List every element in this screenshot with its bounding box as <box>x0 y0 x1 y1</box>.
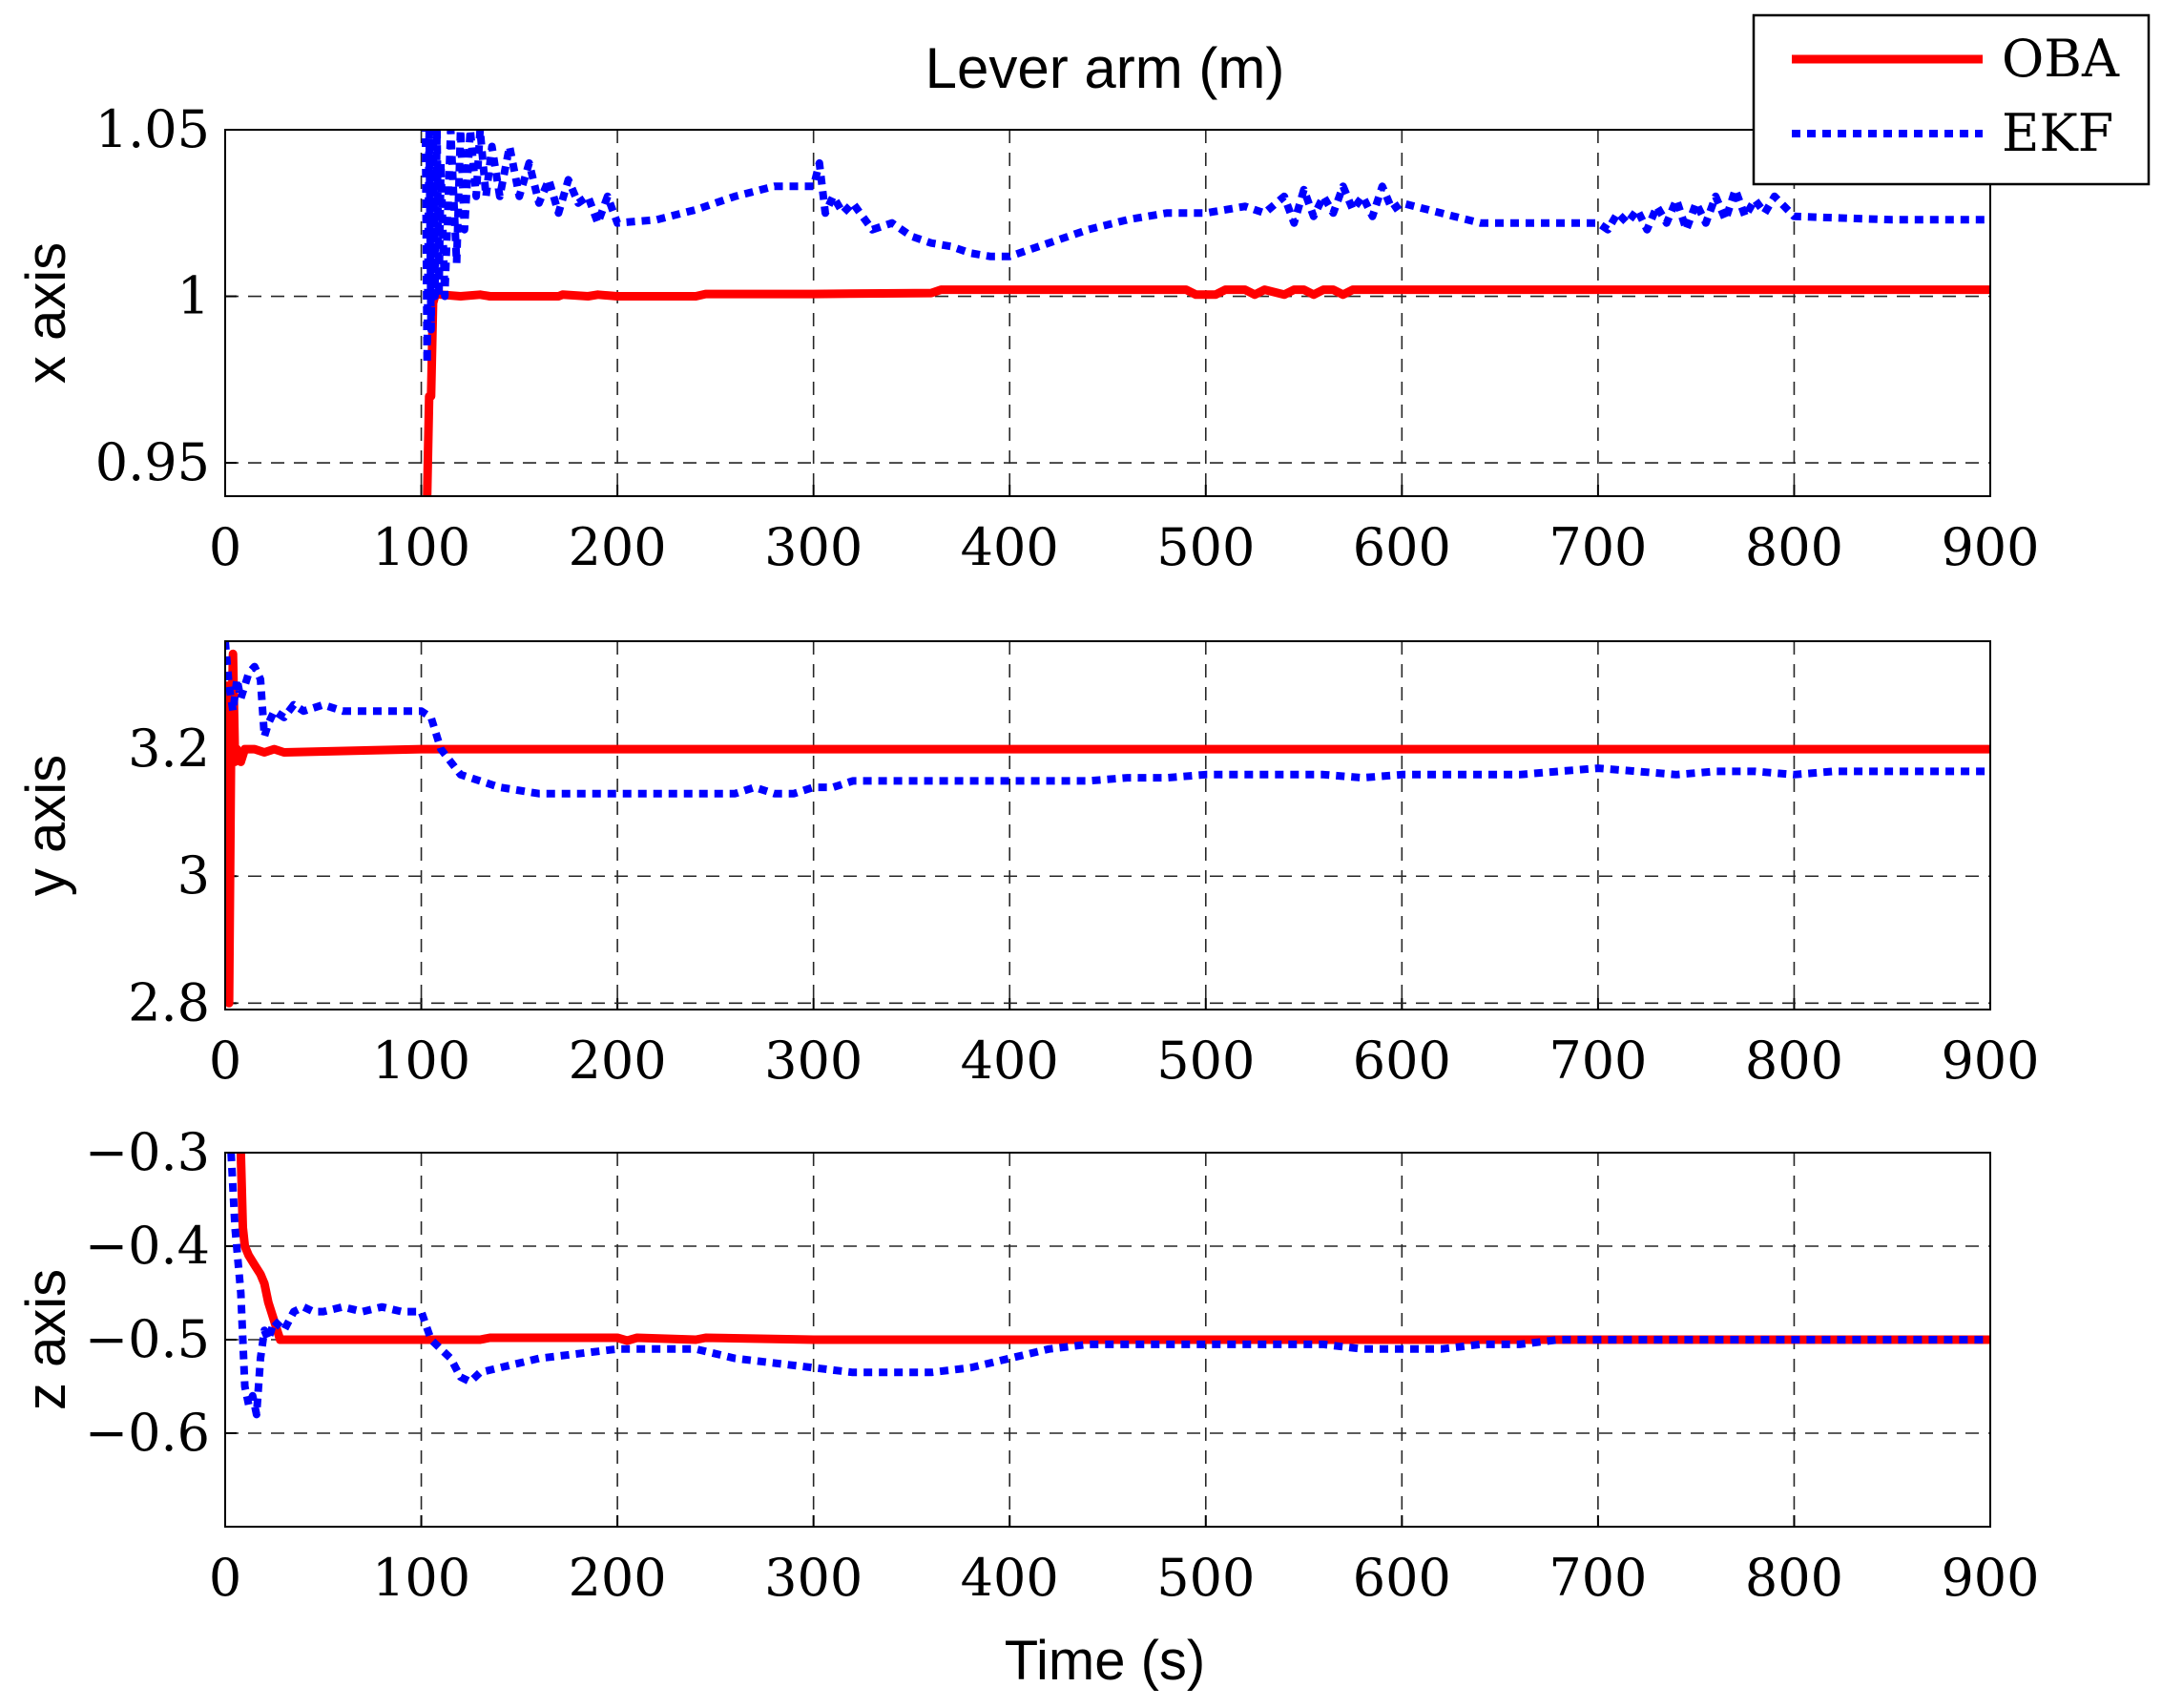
y-tick-label: −0.4 <box>85 1216 210 1276</box>
x-tick-label: 700 <box>1549 1548 1647 1608</box>
x-tick-label: 600 <box>1353 1031 1451 1091</box>
x-tick-label: 500 <box>1156 1031 1255 1091</box>
y-tick-label: 0.95 <box>95 432 210 492</box>
y-tick-label: −0.6 <box>85 1403 210 1463</box>
y-tick-label: −0.5 <box>85 1309 210 1369</box>
x-tick-label: 0 <box>209 1031 241 1091</box>
subplot-3: 0 100 200 300 400 500 600 700 800 900 −0.6 −0.5 −0.4… <box>15 1122 2040 1608</box>
x-tick-label: 900 <box>1941 1548 2039 1608</box>
y-tick-label: 3 <box>177 845 210 906</box>
y-tick-label: 2.8 <box>128 972 210 1032</box>
series-line-oba <box>423 285 1990 496</box>
x-tick-label: 400 <box>961 517 1059 577</box>
x-tick-label: 600 <box>1353 1548 1451 1608</box>
x-tick-label: 400 <box>961 1548 1059 1608</box>
legend-label-ekf: EKF <box>2002 103 2113 163</box>
legend-box <box>1752 13 2151 186</box>
plot-frame <box>224 640 1991 1010</box>
y-tick-label: 3.2 <box>128 719 210 779</box>
x-tick-label: 500 <box>1156 517 1255 577</box>
chart-title: Lever arm (m) <box>925 36 1285 100</box>
y-tick-label: −0.3 <box>85 1122 210 1182</box>
subplot-1: 0 100 200 300 400 500 600 700 800 900 0.95 1 1.05 x a… <box>15 99 2040 577</box>
x-tick-label: 200 <box>569 517 667 577</box>
series-line-oba <box>236 1153 1990 1345</box>
series-line-ekf <box>421 130 1990 367</box>
plot-area <box>225 641 1990 1010</box>
y-axis-title: x axis <box>15 242 77 384</box>
x-tick-label: 300 <box>764 1031 863 1091</box>
x-axis-title: Time (s) <box>1005 1630 1205 1692</box>
x-tick-label: 300 <box>764 1548 863 1608</box>
x-tick-label: 100 <box>372 1548 470 1608</box>
x-tick-label: 200 <box>569 1031 667 1091</box>
x-tick-label: 900 <box>1941 1031 2039 1091</box>
y-axis-title: y axis <box>15 755 77 896</box>
legend: OBA EKF <box>1752 13 2151 186</box>
y-axis-title: z axis <box>15 1269 77 1410</box>
plot-frame <box>224 1152 1991 1528</box>
y-tick-label: 1 <box>177 266 210 326</box>
legend-label-oba: OBA <box>2002 29 2120 89</box>
plot-frame <box>224 129 1991 497</box>
x-tick-label: 0 <box>209 517 241 577</box>
x-tick-label: 0 <box>209 1548 241 1608</box>
x-tick-label: 600 <box>1353 517 1451 577</box>
x-tick-label: 100 <box>372 1031 470 1091</box>
x-tick-label: 300 <box>764 517 863 577</box>
x-tick-label: 100 <box>372 517 470 577</box>
x-tick-label: 200 <box>569 1548 667 1608</box>
x-tick-label: 800 <box>1745 517 1843 577</box>
x-tick-label: 700 <box>1549 517 1647 577</box>
subplot-2: 0 100 200 300 400 500 600 700 800 900 2.8 3 3.2 y axi… <box>15 640 2040 1091</box>
x-tick-label: 800 <box>1745 1031 1843 1091</box>
x-tick-label: 900 <box>1941 517 2039 577</box>
y-tick-label: 1.05 <box>95 99 210 159</box>
plot-area <box>225 130 1990 496</box>
series-line-ekf <box>225 641 1990 798</box>
x-tick-label: 500 <box>1156 1548 1255 1608</box>
x-tick-label: 400 <box>961 1031 1059 1091</box>
series-line-ekf <box>227 1153 1990 1419</box>
x-tick-label: 700 <box>1549 1031 1647 1091</box>
x-tick-label: 800 <box>1745 1548 1843 1608</box>
